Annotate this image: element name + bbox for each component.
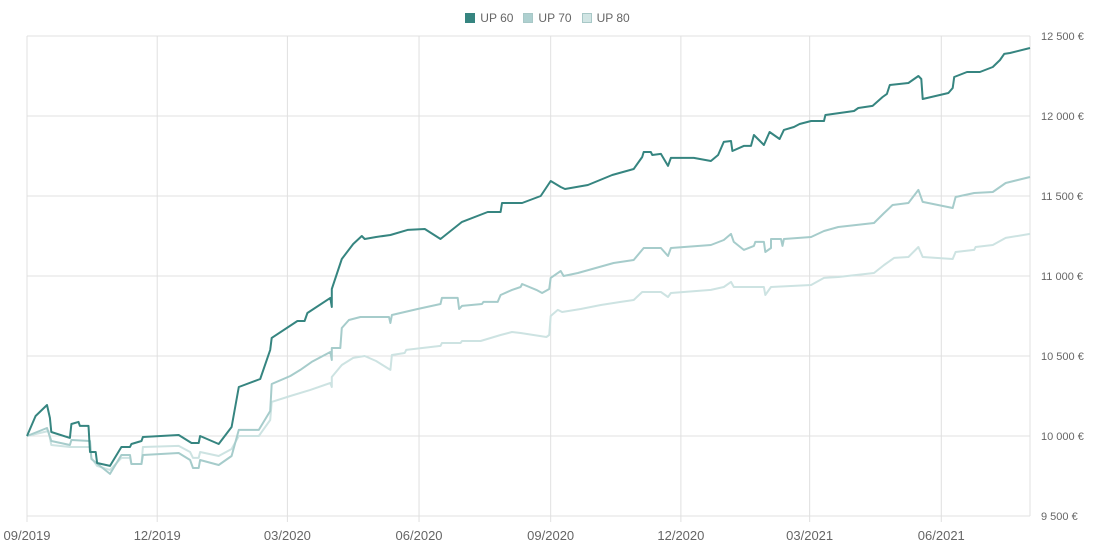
- series-line-up80: [26, 232, 1031, 471]
- legend: UP 60 UP 70 UP 80: [0, 11, 1095, 25]
- x-tick-label: 03/2020: [264, 528, 311, 543]
- legend-item-up70[interactable]: UP 70: [523, 11, 572, 25]
- x-tick-label: 03/2021: [786, 528, 833, 543]
- legend-label: UP 70: [538, 11, 572, 25]
- x-tick-label: 09/2020: [527, 528, 574, 543]
- legend-item-up60[interactable]: UP 60: [465, 11, 513, 25]
- x-tick-label: 12/2019: [134, 528, 181, 543]
- y-tick-label: 11 500 €: [1041, 191, 1083, 203]
- x-tick-label: 06/2021: [918, 528, 965, 543]
- y-tick-label: 10 500 €: [1041, 351, 1084, 363]
- y-tick-label: 12 000 €: [1041, 111, 1084, 123]
- legend-label: UP 60: [480, 11, 514, 25]
- legend-swatch: [581, 13, 592, 23]
- x-tick-label: 09/2019: [4, 528, 51, 543]
- series-line-up70: [26, 176, 1031, 475]
- legend-swatch: [523, 13, 534, 23]
- x-tick-label: 06/2020: [396, 528, 443, 543]
- y-tick-label: 10 000 €: [1041, 431, 1084, 443]
- y-tick-label: 11 000 €: [1041, 271, 1083, 283]
- y-tick-label: 9 500 €: [1041, 511, 1078, 523]
- x-tick-label: 12/2020: [657, 528, 704, 543]
- legend-swatch: [465, 13, 476, 23]
- series-line-up60: [26, 47, 1031, 467]
- y-tick-label: 12 500 €: [1041, 31, 1084, 43]
- legend-item-up80[interactable]: UP 80: [581, 11, 630, 25]
- legend-label: UP 80: [596, 11, 630, 25]
